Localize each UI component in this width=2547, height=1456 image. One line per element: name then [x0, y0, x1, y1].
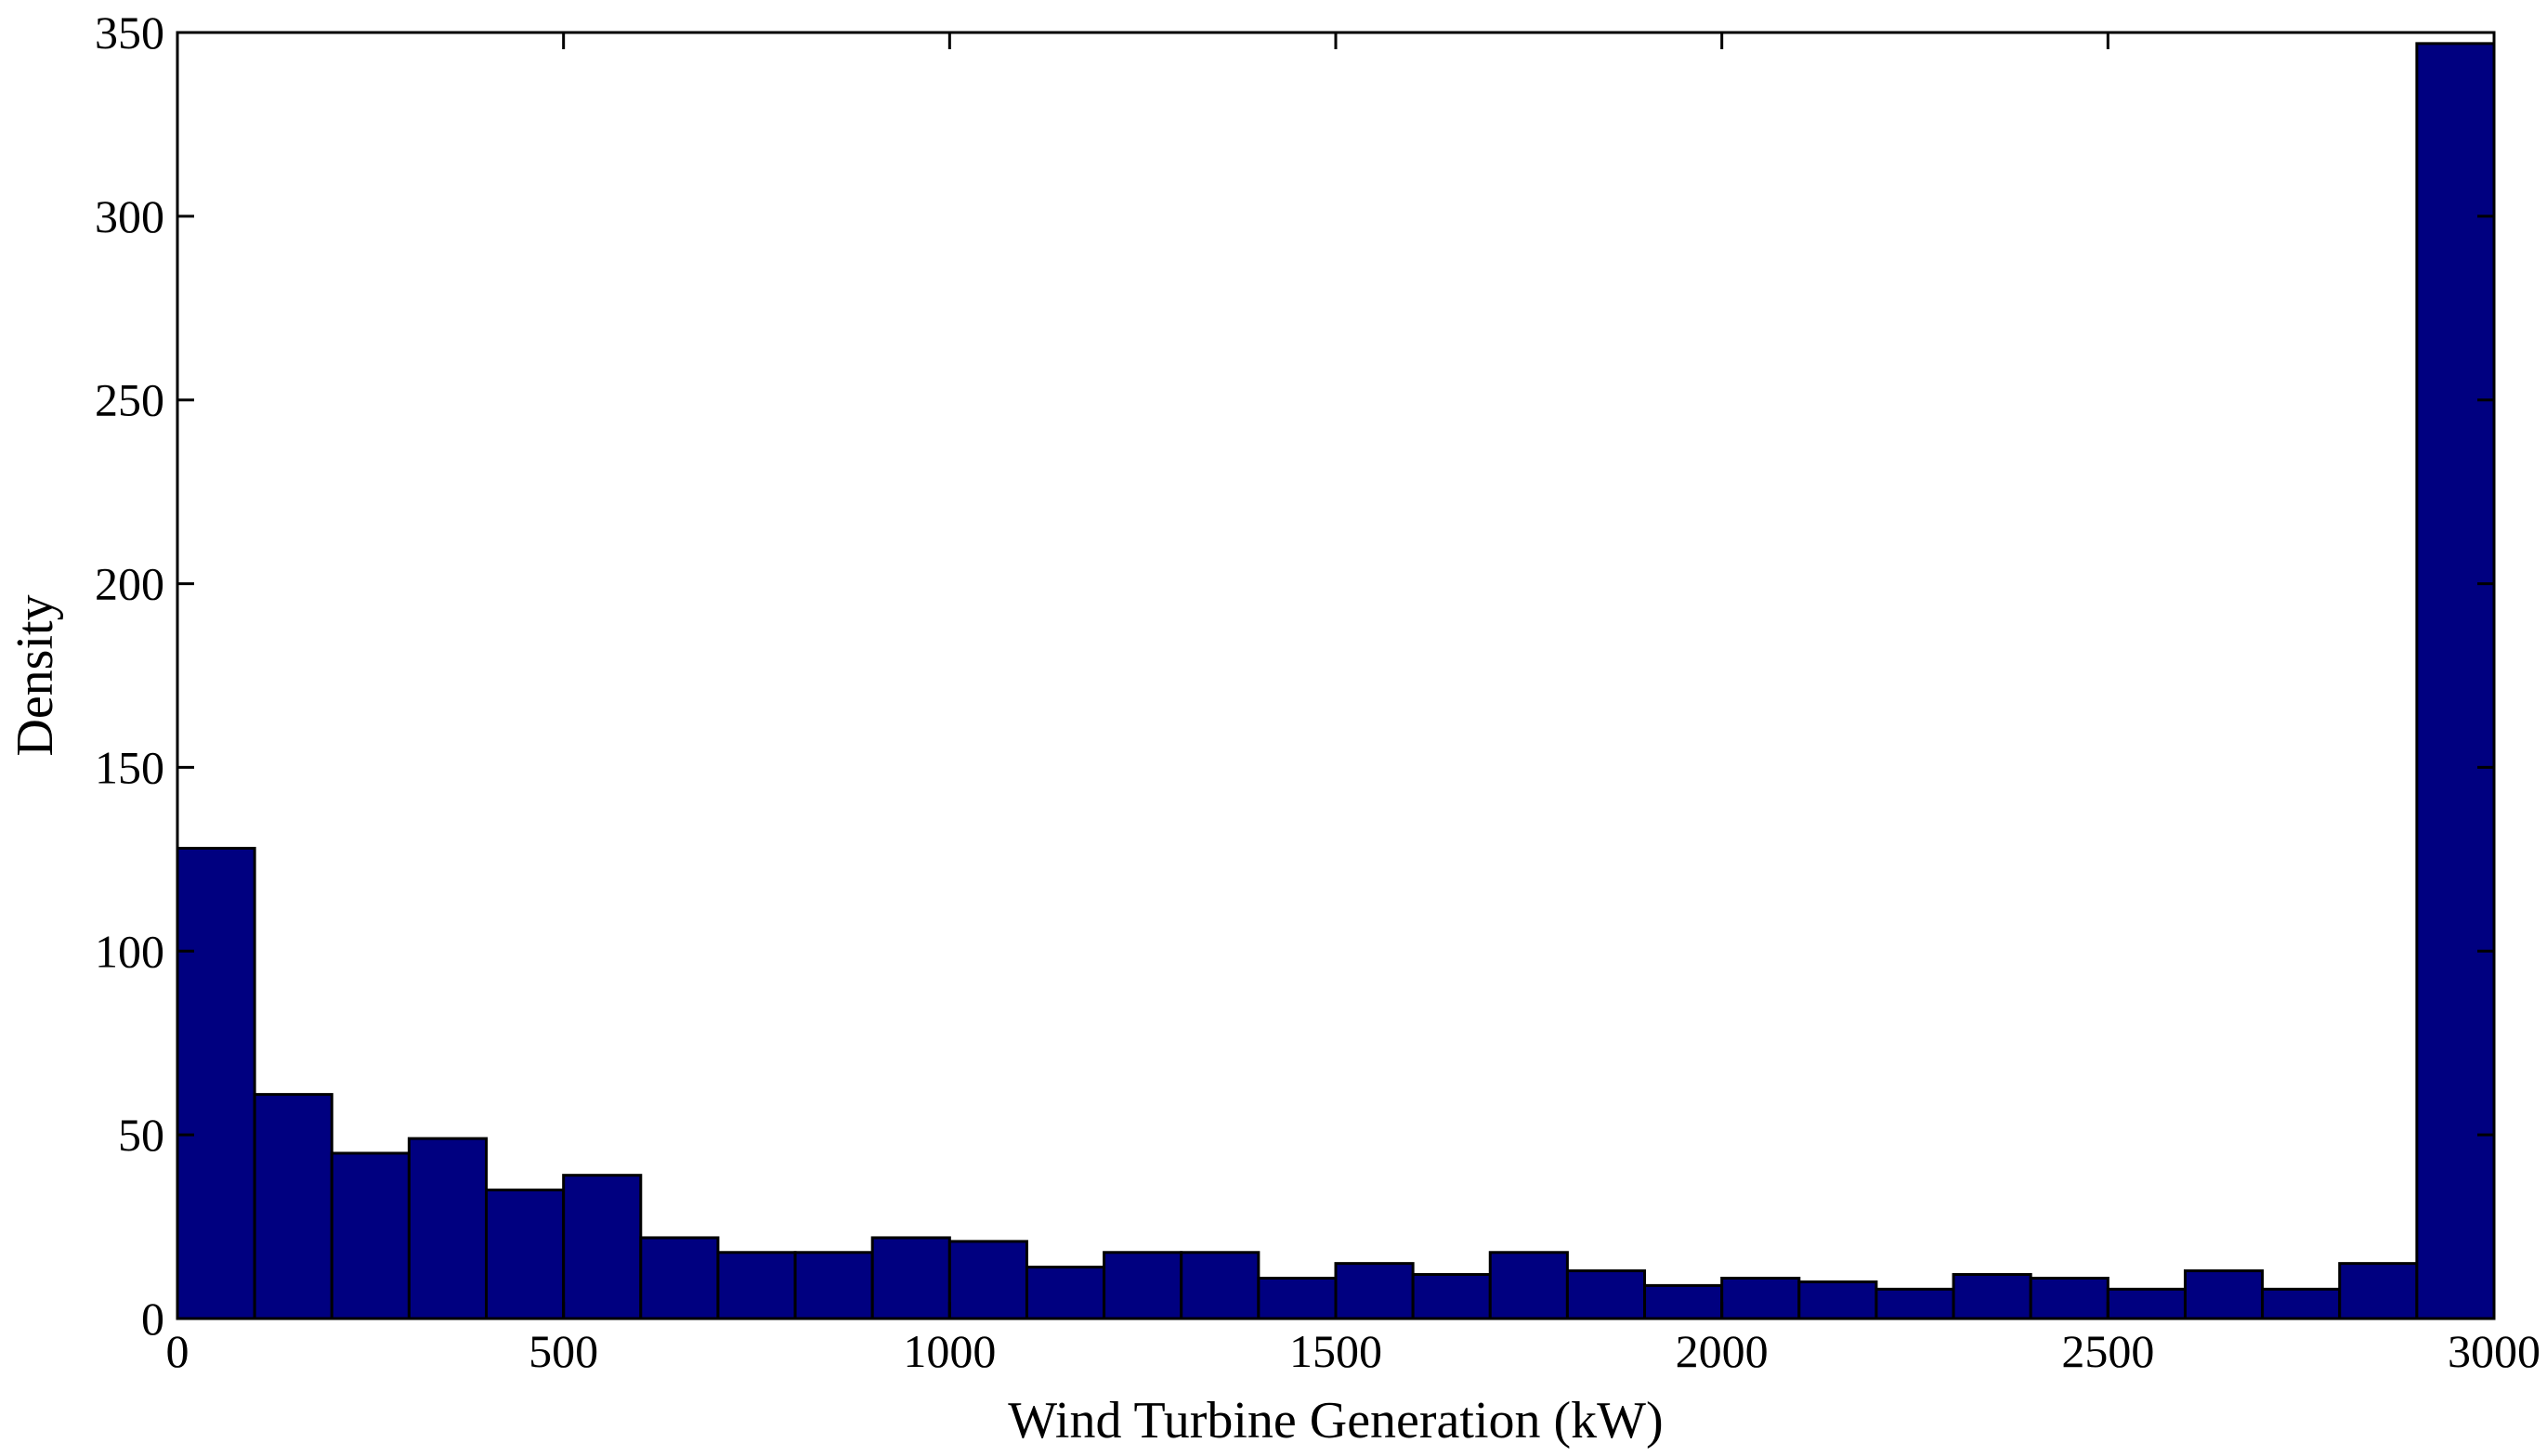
histogram-bar — [485, 1189, 566, 1320]
y-tick-label: 50 — [118, 1109, 164, 1161]
histogram-bar — [1025, 1266, 1106, 1320]
histogram-bar — [639, 1236, 720, 1320]
x-tick-label: 2500 — [2061, 1325, 2154, 1377]
histogram-bar — [562, 1174, 643, 1320]
histogram-bar — [1103, 1251, 1183, 1320]
histogram-bar — [330, 1151, 411, 1320]
x-tick-label: 3000 — [2448, 1325, 2540, 1377]
histogram-bar — [1797, 1280, 1878, 1320]
y-tick-label: 100 — [95, 925, 164, 977]
histogram-bar — [1488, 1251, 1569, 1320]
y-tick-label: 0 — [141, 1293, 164, 1345]
x-axis-label: Wind Turbine Generation (kW) — [1008, 1392, 1663, 1450]
histogram-bar — [2029, 1276, 2109, 1320]
histogram-bar — [1257, 1276, 1338, 1320]
histogram-bar — [1411, 1273, 1492, 1320]
histogram-bar — [1334, 1262, 1415, 1320]
histogram-bar — [253, 1093, 333, 1320]
plot-frame — [176, 31, 2496, 1320]
y-tick-label: 200 — [95, 558, 164, 610]
histogram-bar — [2338, 1262, 2419, 1320]
histogram-bar — [716, 1251, 797, 1320]
histogram-bar — [1874, 1287, 1955, 1320]
histogram-bar — [1180, 1251, 1260, 1320]
y-tick-label: 250 — [95, 374, 164, 426]
y-tick-label: 300 — [95, 190, 164, 242]
histogram-bar — [407, 1137, 489, 1320]
histogram-bar — [1565, 1269, 1647, 1320]
histogram-bar — [2415, 42, 2496, 1320]
histogram-bar — [870, 1236, 951, 1320]
histogram-bar — [1643, 1283, 1724, 1320]
histogram-bar — [2261, 1287, 2342, 1320]
y-axis-ticks: 0 50 100 150 200 250 300 350 — [95, 6, 2494, 1345]
histogram-bar — [1952, 1273, 2032, 1320]
x-tick-label: 500 — [529, 1325, 598, 1377]
histogram-bar — [176, 846, 256, 1320]
histogram-bar — [947, 1240, 1028, 1320]
histogram-bar — [2106, 1287, 2187, 1320]
y-tick-label: 150 — [95, 741, 164, 793]
x-axis-ticks: 0 500 1000 1500 2000 2500 3000 — [166, 32, 2540, 1377]
y-axis-label: Density — [7, 594, 64, 756]
histogram-bar — [2183, 1269, 2265, 1320]
x-tick-label: 0 — [166, 1325, 189, 1377]
histogram-bar — [793, 1251, 874, 1320]
x-tick-label: 2000 — [1676, 1325, 1769, 1377]
x-tick-label: 1000 — [903, 1325, 996, 1377]
bars-group — [176, 42, 2496, 1320]
y-tick-label: 350 — [95, 6, 164, 58]
histogram-bar — [1720, 1276, 1801, 1320]
x-tick-label: 1500 — [1289, 1325, 1382, 1377]
